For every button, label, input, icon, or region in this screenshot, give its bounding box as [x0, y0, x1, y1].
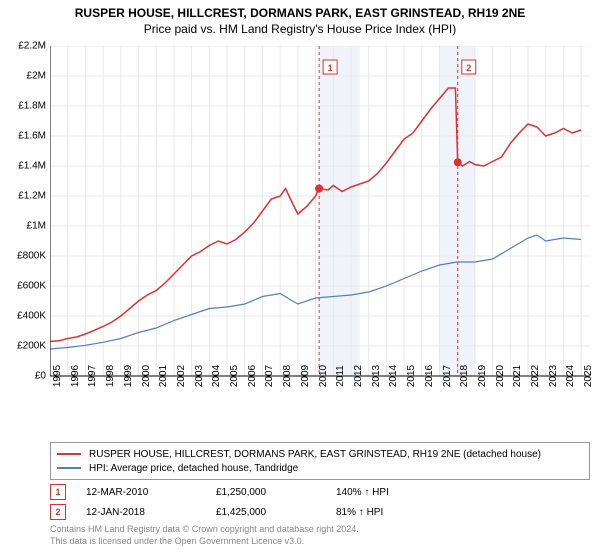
marker-badge: 1 — [50, 484, 66, 500]
x-tick-label: 2015 — [404, 365, 417, 387]
y-tick-label: £1.2M — [18, 191, 50, 202]
y-tick-label: £800K — [17, 251, 50, 262]
marker-hpi-pct: 81% ↑ HPI — [336, 507, 383, 518]
x-tick-label: 2013 — [369, 365, 382, 387]
marker-row: 2 12-JAN-2018£1,425,00081% ↑ HPI — [50, 502, 590, 522]
x-tick-label: 2005 — [227, 365, 240, 387]
svg-text:2: 2 — [466, 63, 471, 73]
y-tick-label: £200K — [17, 341, 50, 352]
y-tick-label: £1.6M — [18, 131, 50, 142]
marker-price: £1,425,000 — [216, 507, 336, 518]
x-tick-label: 2018 — [457, 365, 470, 387]
legend-item: HPI: Average price, detached house, Tand… — [57, 461, 583, 475]
marker-date: 12-MAR-2010 — [86, 487, 216, 498]
x-tick-label: 2025 — [581, 365, 594, 387]
marker-hpi-pct: 140% ↑ HPI — [336, 487, 389, 498]
x-tick-label: 2016 — [422, 365, 435, 387]
footer-line-2: This data is licensed under the Open Gov… — [50, 536, 359, 548]
x-tick-label: 2008 — [280, 365, 293, 387]
x-tick-label: 2001 — [156, 365, 169, 387]
x-tick-label: 2017 — [440, 365, 453, 387]
footer-attribution: Contains HM Land Registry data © Crown c… — [50, 524, 359, 547]
x-tick-label: 2003 — [192, 365, 205, 387]
x-tick-label: 2014 — [386, 365, 399, 387]
y-tick-label: £1.4M — [18, 161, 50, 172]
legend-label: RUSPER HOUSE, HILLCREST, DORMANS PARK, E… — [89, 449, 541, 460]
x-tick-label: 2019 — [475, 365, 488, 387]
x-tick-label: 2000 — [139, 365, 152, 387]
legend-swatch — [57, 453, 81, 455]
x-tick-label: 2022 — [528, 365, 541, 387]
legend-label: HPI: Average price, detached house, Tand… — [89, 463, 298, 474]
chart-title: RUSPER HOUSE, HILLCREST, DORMANS PARK, E… — [0, 6, 600, 20]
x-tick-label: 2020 — [493, 365, 506, 387]
footer-line-1: Contains HM Land Registry data © Crown c… — [50, 524, 359, 536]
x-tick-label: 1997 — [85, 365, 98, 387]
x-tick-label: 1999 — [121, 365, 134, 387]
x-tick-label: 2009 — [298, 365, 311, 387]
y-tick-label: £2.2M — [18, 41, 50, 52]
x-tick-label: 1996 — [68, 365, 81, 387]
legend-item: RUSPER HOUSE, HILLCREST, DORMANS PARK, E… — [57, 447, 583, 461]
y-tick-label: £1M — [27, 221, 50, 232]
marker-badge: 2 — [50, 504, 66, 520]
legend: RUSPER HOUSE, HILLCREST, DORMANS PARK, E… — [50, 442, 590, 480]
sales-marker-table: 1 12-MAR-2010£1,250,000140% ↑ HPI 2 12-JAN-… — [50, 482, 590, 522]
chart-subtitle: Price paid vs. HM Land Registry's House … — [0, 22, 600, 36]
y-tick-label: £0 — [35, 371, 50, 382]
price-chart: 12 £0£200K£400K£600K£800K£1M£1.2M£1.4M£1… — [50, 46, 590, 416]
legend-swatch — [57, 467, 81, 469]
x-tick-label: 2010 — [316, 365, 329, 387]
x-tick-label: 1995 — [50, 365, 63, 387]
x-tick-label: 1998 — [103, 365, 116, 387]
y-tick-label: £2M — [27, 71, 50, 82]
x-tick-label: 2021 — [510, 365, 523, 387]
marker-date: 12-JAN-2018 — [86, 507, 216, 518]
y-tick-label: £1.8M — [18, 101, 50, 112]
x-tick-label: 2004 — [209, 365, 222, 387]
x-tick-label: 2023 — [546, 365, 559, 387]
x-tick-label: 2007 — [262, 365, 275, 387]
x-tick-label: 2012 — [351, 365, 364, 387]
x-tick-label: 2002 — [174, 365, 187, 387]
svg-text:1: 1 — [328, 63, 333, 73]
y-tick-label: £600K — [17, 281, 50, 292]
marker-price: £1,250,000 — [216, 487, 336, 498]
marker-row: 1 12-MAR-2010£1,250,000140% ↑ HPI — [50, 482, 590, 502]
y-tick-label: £400K — [17, 311, 50, 322]
x-tick-label: 2011 — [333, 365, 346, 387]
x-tick-label: 2024 — [563, 365, 576, 387]
x-tick-label: 2006 — [245, 365, 258, 387]
